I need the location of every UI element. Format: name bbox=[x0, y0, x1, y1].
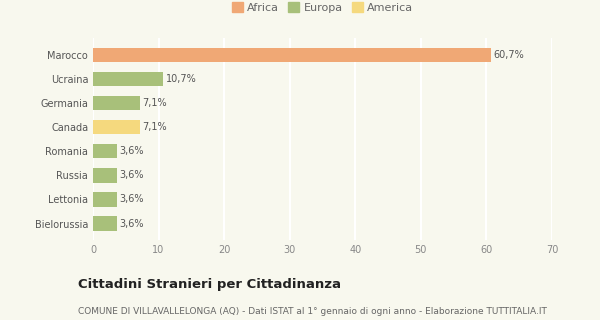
Text: Cittadini Stranieri per Cittadinanza: Cittadini Stranieri per Cittadinanza bbox=[78, 278, 341, 292]
Bar bbox=[93, 192, 116, 207]
Text: 3,6%: 3,6% bbox=[119, 170, 144, 180]
Text: 3,6%: 3,6% bbox=[119, 219, 144, 228]
Bar bbox=[93, 72, 163, 86]
Bar bbox=[93, 216, 116, 231]
Text: 7,1%: 7,1% bbox=[142, 98, 167, 108]
Bar bbox=[93, 144, 116, 158]
Text: COMUNE DI VILLAVALLELONGA (AQ) - Dati ISTAT al 1° gennaio di ogni anno - Elabora: COMUNE DI VILLAVALLELONGA (AQ) - Dati IS… bbox=[78, 307, 547, 316]
Bar bbox=[93, 120, 140, 134]
Bar bbox=[93, 168, 116, 183]
Text: 3,6%: 3,6% bbox=[119, 146, 144, 156]
Bar bbox=[93, 48, 491, 62]
Text: 3,6%: 3,6% bbox=[119, 195, 144, 204]
Text: 10,7%: 10,7% bbox=[166, 74, 197, 84]
Text: 60,7%: 60,7% bbox=[494, 50, 524, 60]
Text: 7,1%: 7,1% bbox=[142, 122, 167, 132]
Legend: Africa, Europa, America: Africa, Europa, America bbox=[229, 0, 416, 15]
Bar bbox=[93, 96, 140, 110]
